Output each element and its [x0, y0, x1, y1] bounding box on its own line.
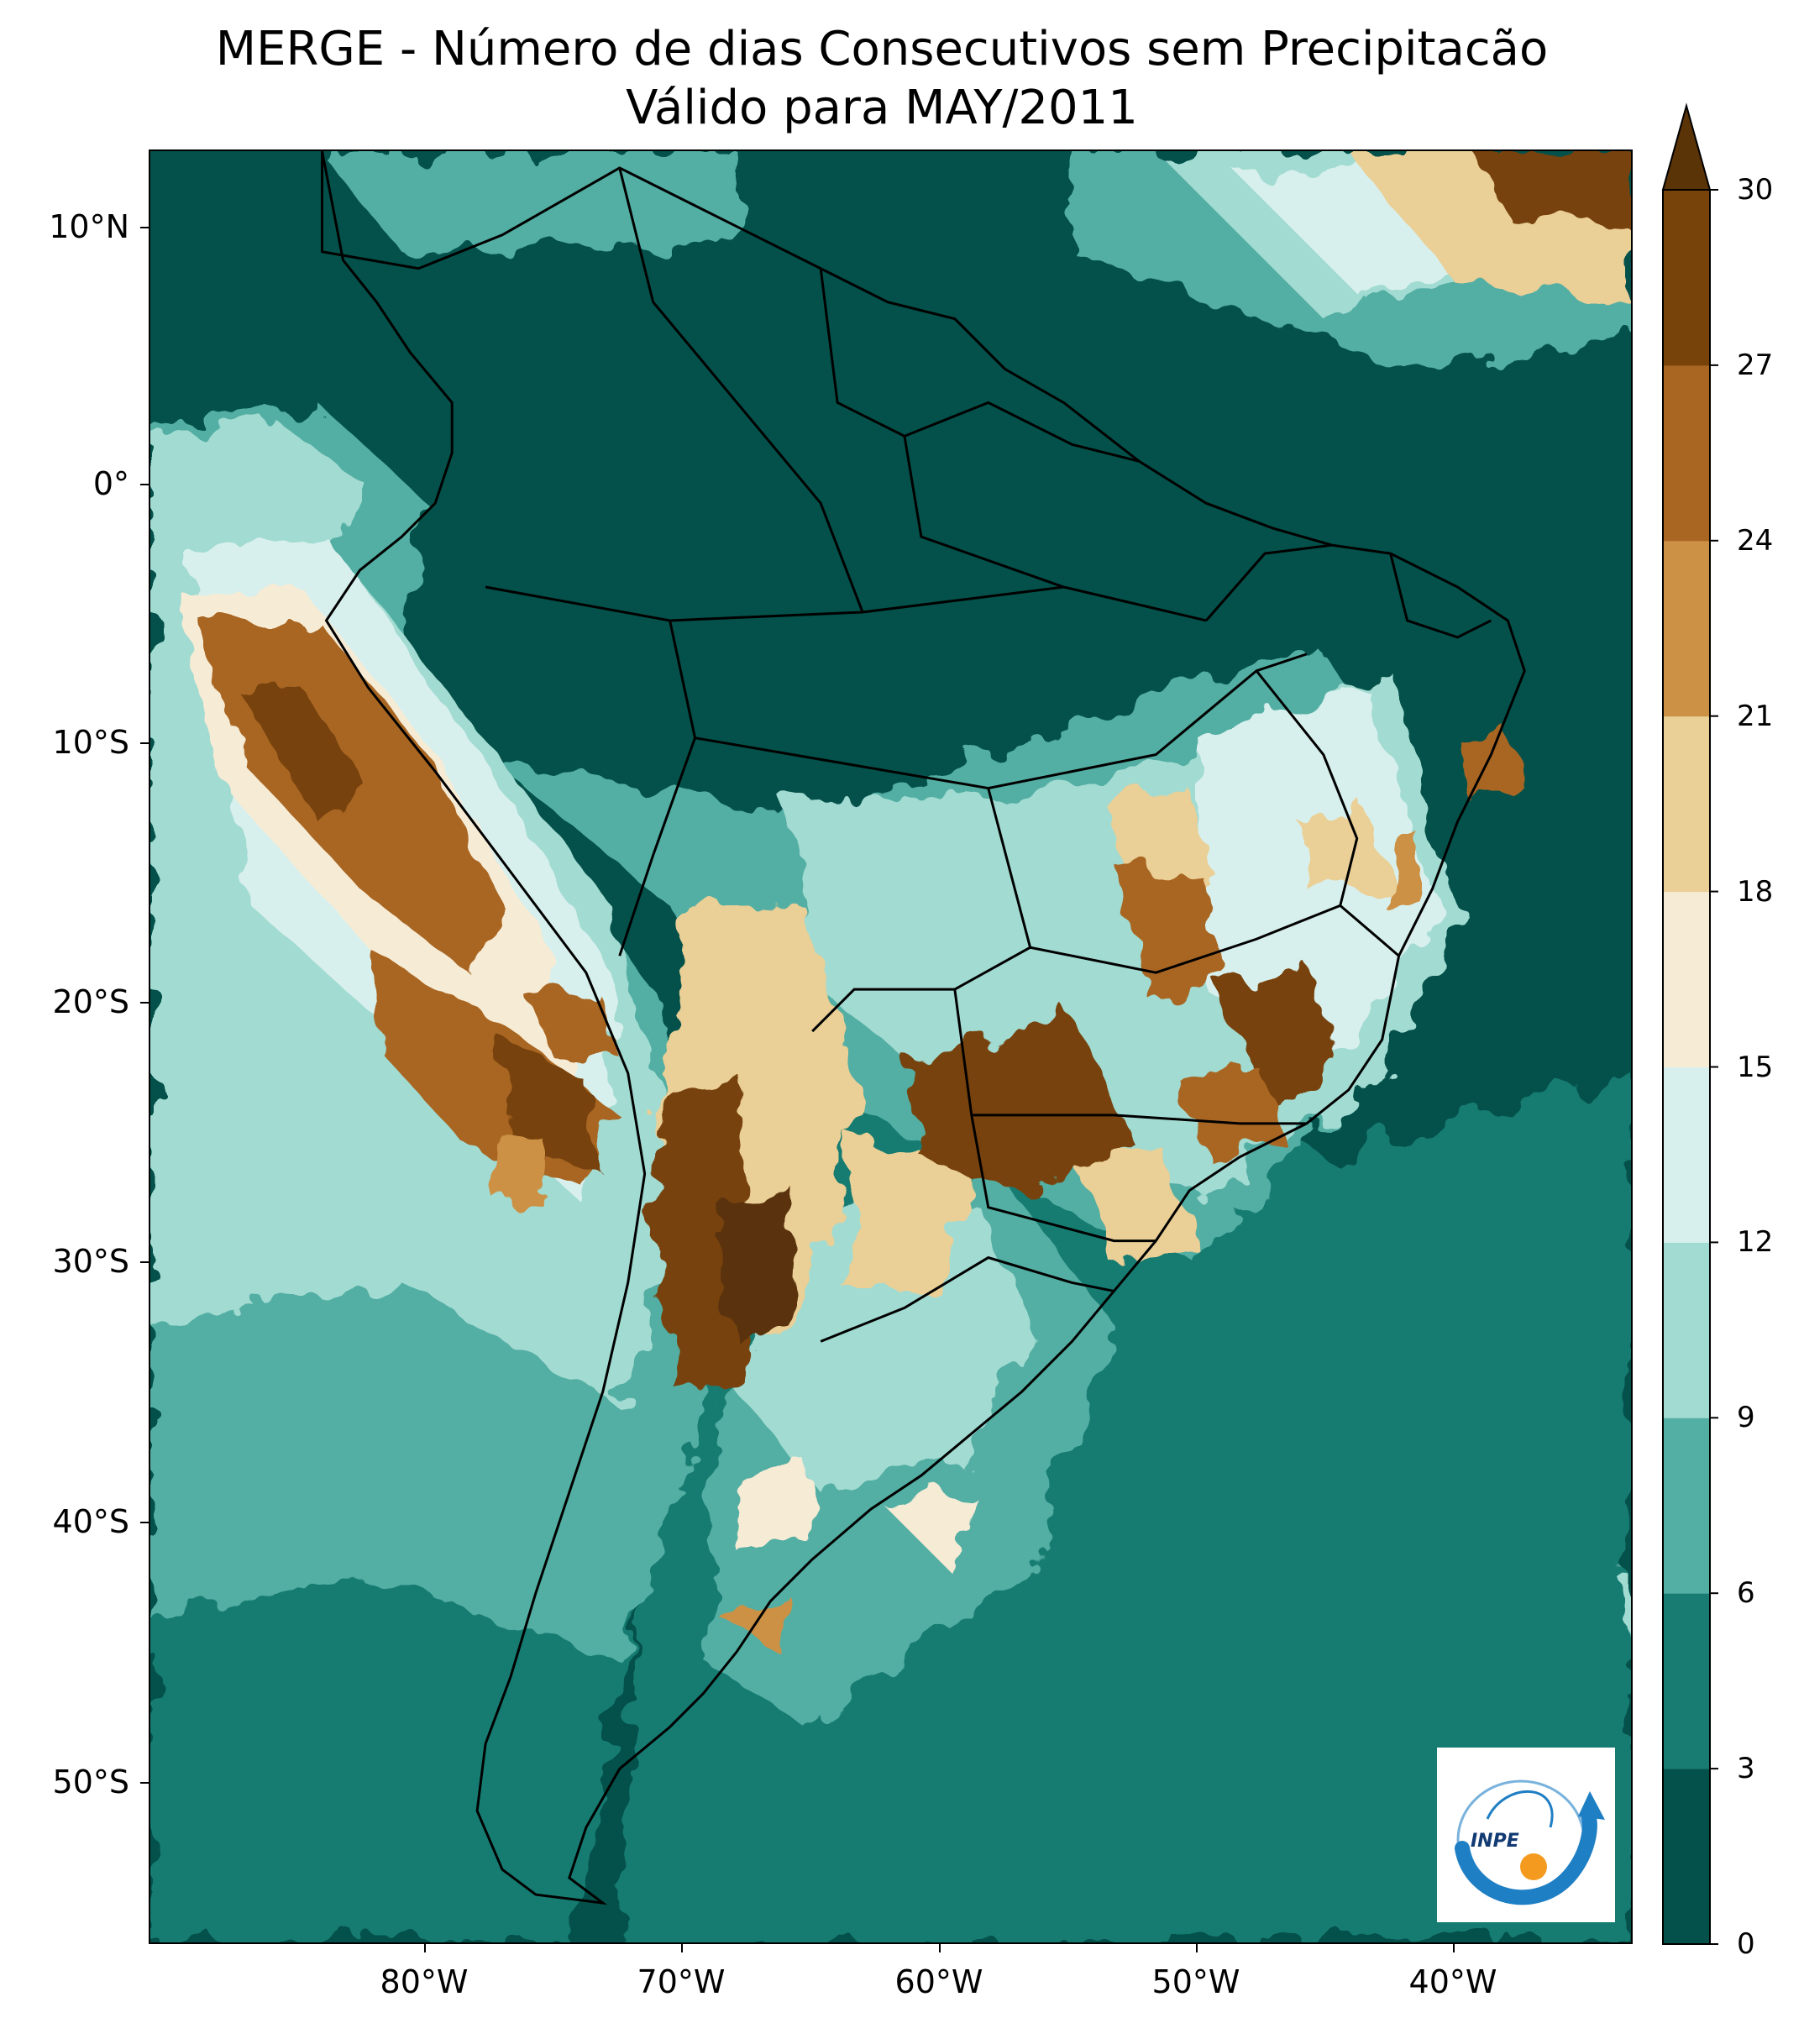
- lat-label-40s: 40°S: [52, 1503, 129, 1540]
- colorbar-tick-label: 30: [1737, 173, 1774, 207]
- lat-tick: [140, 484, 149, 485]
- colorbar-tick-label: 21: [1737, 699, 1774, 733]
- map-subtitle: Válido para MAY/2011: [626, 81, 1138, 135]
- lat-label-20s: 20°S: [52, 983, 129, 1020]
- colorbar-segment: [1663, 1593, 1710, 1769]
- colorbar-tick-label: 9: [1737, 1401, 1755, 1435]
- precipitation-map: [149, 149, 1633, 1944]
- lat-label-0: 0°: [92, 465, 129, 502]
- inpe-logo: INPE: [1437, 1748, 1615, 1922]
- lon-label-40w: 40°W: [1408, 1963, 1497, 2000]
- lon-label-60w: 60°W: [894, 1963, 983, 2000]
- lon-tick: [939, 1944, 941, 1952]
- lon-tick: [1196, 1944, 1198, 1952]
- lat-label-50s: 50°S: [52, 1764, 129, 1800]
- lat-label-10n: 10°N: [49, 208, 129, 245]
- colorbar-tick-label: 3: [1737, 1752, 1755, 1786]
- colorbar-tick-label: 0: [1737, 1927, 1755, 1961]
- lat-tick: [140, 1522, 149, 1523]
- map-canvas: [150, 151, 1631, 1942]
- lon-label-50w: 50°W: [1151, 1963, 1240, 2000]
- lat-label-30s: 30°S: [52, 1243, 129, 1280]
- country-borders: [321, 151, 1526, 1905]
- lat-tick: [140, 1261, 149, 1263]
- colorbar: [1661, 102, 1718, 1945]
- colorbar-segment: [1663, 540, 1710, 717]
- colorbar-segment: [1663, 715, 1710, 893]
- colorbar-tick-label: 24: [1737, 523, 1774, 558]
- lon-tick: [1453, 1944, 1455, 1952]
- colorbar-segment: [1663, 1769, 1710, 1945]
- lon-label-70w: 70°W: [637, 1963, 726, 2000]
- lon-tick: [424, 1944, 426, 1952]
- colorbar-tick-label: 27: [1737, 348, 1774, 382]
- lat-tick: [140, 742, 149, 744]
- lat-label-10s: 10°S: [52, 724, 129, 761]
- colorbar-tick-label: 18: [1737, 874, 1774, 909]
- colorbar-segment: [1663, 1067, 1710, 1243]
- colorbar-segment: [1663, 364, 1710, 542]
- lon-tick: [681, 1944, 683, 1952]
- inpe-emblem: INPE: [1455, 1779, 1605, 1905]
- lat-tick: [140, 1002, 149, 1004]
- colorbar-tick-label: 15: [1737, 1050, 1774, 1084]
- svg-text:INPE: INPE: [1471, 1831, 1519, 1852]
- colorbar-segment: [1663, 1242, 1710, 1418]
- colorbar-segment: [1663, 190, 1710, 366]
- colorbar-extend-arrow: [1661, 102, 1712, 191]
- lat-tick: [140, 1782, 149, 1784]
- lon-label-80w: 80°W: [380, 1963, 469, 2000]
- lat-tick: [140, 227, 149, 228]
- map-title: MERGE - Número de dias Consecutivos sem …: [215, 22, 1549, 76]
- colorbar-tick-label: 6: [1737, 1576, 1755, 1611]
- colorbar-tick-label: 12: [1737, 1225, 1774, 1260]
- colorbar-segment: [1663, 1418, 1710, 1594]
- colorbar-segment: [1663, 891, 1710, 1067]
